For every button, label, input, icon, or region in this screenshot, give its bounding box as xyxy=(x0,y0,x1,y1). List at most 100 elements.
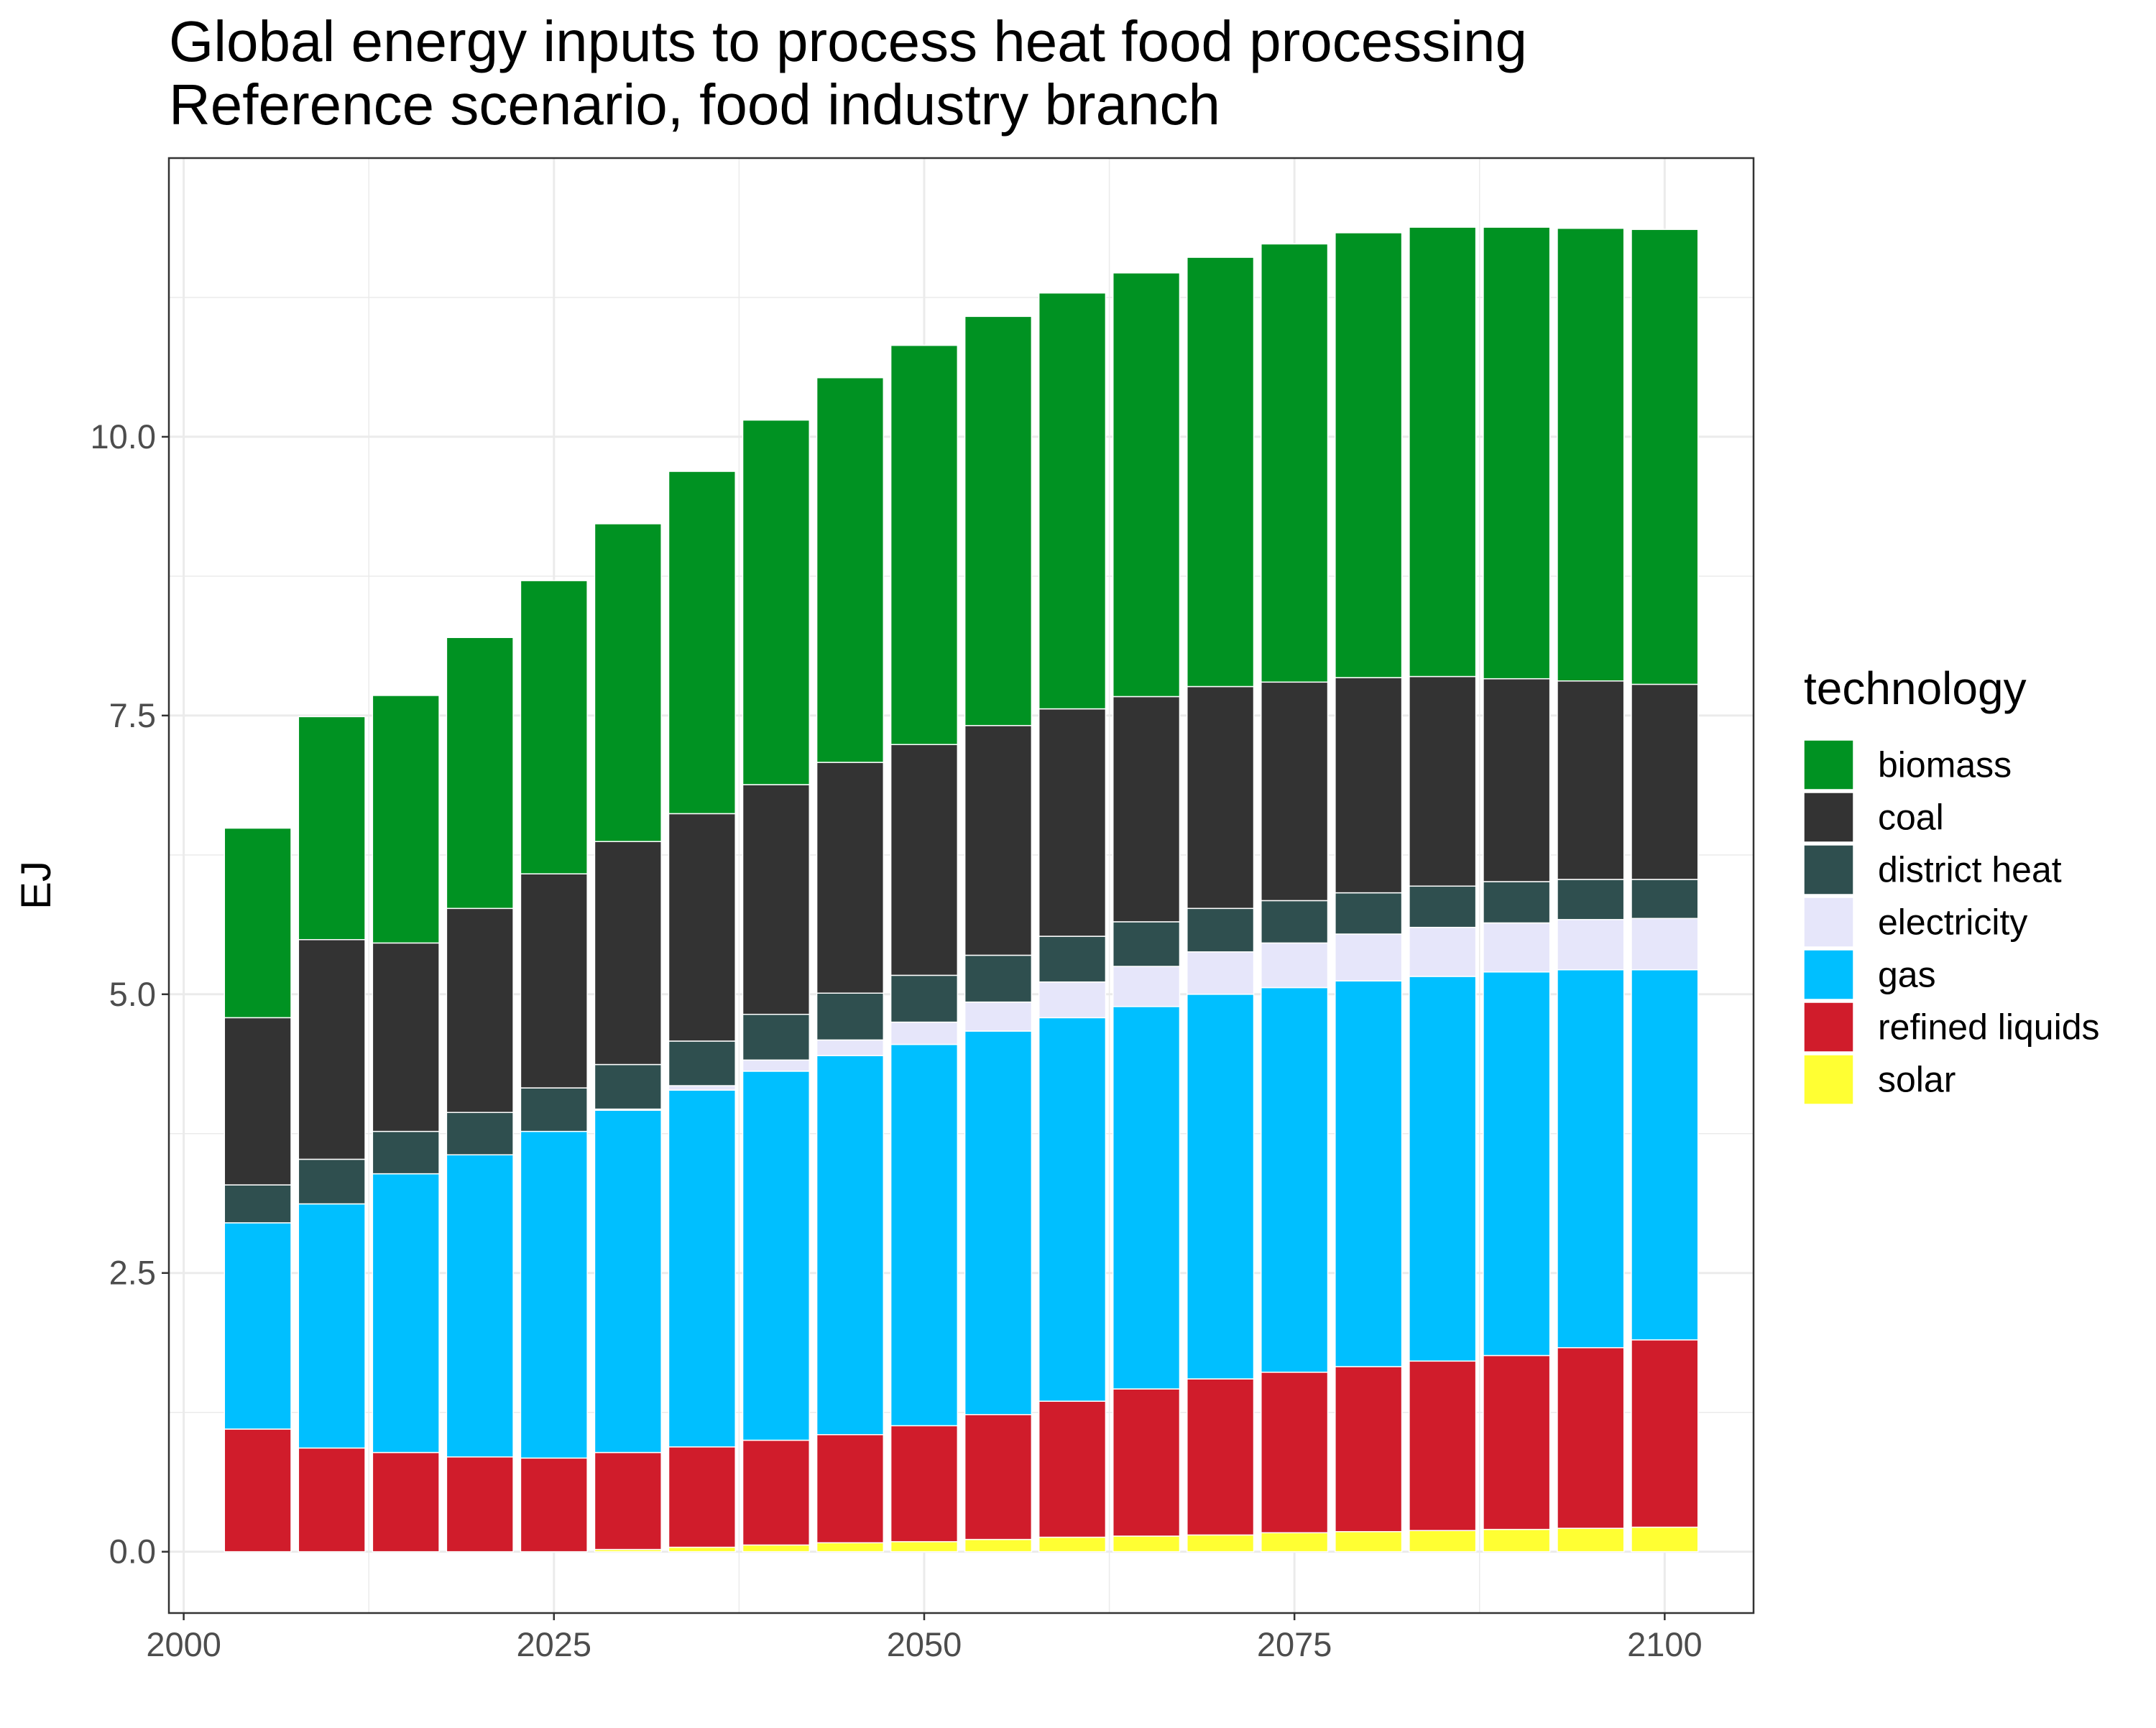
bar-segment-biomass xyxy=(742,419,811,785)
bar-segment-district-heat xyxy=(890,974,959,1023)
y-tick-label: 0.0 xyxy=(109,1533,156,1571)
bar-segment-gas xyxy=(446,1154,514,1458)
bar-stack xyxy=(298,716,366,1553)
bar-stack xyxy=(1631,228,1699,1553)
bar-segment-biomass xyxy=(1409,226,1477,678)
bar-segment-gas xyxy=(890,1043,959,1427)
bar-stack-layer xyxy=(224,226,1699,1553)
bar-segment-gas xyxy=(1112,1006,1181,1390)
bar-segment-district-heat xyxy=(298,1158,366,1205)
bar-segment-solar xyxy=(1335,1530,1403,1553)
bar-segment-solar xyxy=(890,1540,959,1553)
legend-label-gas: gas xyxy=(1878,955,1936,995)
bar-segment-solar xyxy=(1112,1535,1181,1553)
bar-segment-district-heat xyxy=(964,954,1033,1003)
bar-segment-biomass xyxy=(816,376,885,763)
bar-segment-solar xyxy=(816,1542,885,1553)
legend-key-refined-liquids xyxy=(1803,1002,1854,1053)
bar-segment-gas xyxy=(1187,994,1255,1380)
bar-segment-coal xyxy=(816,762,885,994)
x-tick-label: 2100 xyxy=(1627,1625,1703,1663)
bar-stack xyxy=(224,827,292,1553)
bar-segment-district-heat xyxy=(668,1040,736,1086)
chart-subtitle: Reference scenario, food industry branch xyxy=(169,73,1220,137)
bar-segment-coal xyxy=(520,873,588,1089)
bar-segment-district-heat xyxy=(372,1130,440,1175)
bar-segment-gas xyxy=(964,1030,1033,1415)
bar-stack xyxy=(446,637,514,1553)
bar-segment-district-heat xyxy=(1187,907,1255,953)
bar-stack xyxy=(1335,232,1403,1553)
legend-key-district-heat xyxy=(1803,844,1854,895)
legend-key-biomass xyxy=(1803,739,1854,790)
bar-segment-solar xyxy=(668,1546,736,1553)
bar-segment-refined-liquids xyxy=(1038,1400,1107,1538)
bar-segment-solar xyxy=(1187,1534,1255,1553)
legend: technology biomass coal district heat elect… xyxy=(1803,662,2100,1105)
legend-title: technology xyxy=(1804,662,2027,714)
bar-stack xyxy=(1112,272,1181,1553)
bar-segment-district-heat xyxy=(1261,900,1329,944)
bar-segment-coal xyxy=(668,813,736,1042)
bar-segment-solar xyxy=(1557,1528,1625,1553)
bar-stack xyxy=(594,523,662,1553)
bar-segment-electricity xyxy=(1335,933,1403,981)
bar-segment-refined-liquids xyxy=(1187,1378,1255,1536)
legend-label-solar: solar xyxy=(1878,1060,1955,1100)
bar-segment-electricity xyxy=(816,1039,885,1056)
bar-segment-refined-liquids xyxy=(224,1428,292,1553)
legend-key-coal xyxy=(1803,792,1854,843)
bar-segment-electricity xyxy=(890,1021,959,1045)
bar-segment-refined-liquids xyxy=(372,1451,440,1553)
bar-segment-refined-liquids xyxy=(1631,1339,1699,1528)
bar-segment-solar xyxy=(1261,1532,1329,1553)
legend-items: biomass coal district heat electricity gas re… xyxy=(1803,739,2100,1105)
bar-segment-district-heat xyxy=(1335,892,1403,935)
bar-stack xyxy=(1483,226,1551,1553)
bar-segment-refined-liquids xyxy=(446,1456,514,1553)
bar-segment-refined-liquids xyxy=(1409,1360,1477,1531)
bar-segment-solar xyxy=(1631,1526,1699,1553)
bar-segment-biomass xyxy=(372,695,440,944)
bar-stack xyxy=(964,315,1033,1553)
bar-segment-biomass xyxy=(1112,272,1181,698)
bar-segment-refined-liquids xyxy=(890,1425,959,1543)
bar-stack xyxy=(1409,226,1477,1553)
bar-segment-gas xyxy=(224,1222,292,1430)
x-tick-label: 2000 xyxy=(146,1625,221,1663)
bar-stack xyxy=(520,580,588,1553)
bar-stack xyxy=(890,344,959,1553)
bar-segment-biomass xyxy=(890,344,959,745)
bar-segment-electricity xyxy=(1038,981,1107,1019)
bar-segment-solar xyxy=(964,1538,1033,1553)
bar-segment-biomass xyxy=(446,637,514,910)
legend-label-district-heat: district heat xyxy=(1878,850,2062,890)
bar-segment-coal xyxy=(372,942,440,1132)
legend-label-coal: coal xyxy=(1878,798,1944,838)
bar-segment-gas xyxy=(816,1055,885,1436)
bar-segment-refined-liquids xyxy=(594,1451,662,1551)
legend-key-gas xyxy=(1803,949,1854,1000)
bar-stack xyxy=(1187,257,1255,1553)
chart-title: Global energy inputs to process heat foo… xyxy=(169,9,1527,73)
bar-segment-district-heat xyxy=(1409,885,1477,928)
bar-stack xyxy=(1261,243,1329,1553)
bar-segment-gas xyxy=(594,1109,662,1454)
bar-stack xyxy=(1557,228,1625,1553)
bar-segment-biomass xyxy=(224,827,292,1019)
bar-segment-biomass xyxy=(1335,232,1403,678)
bar-segment-coal xyxy=(1261,681,1329,902)
bar-segment-electricity xyxy=(742,1059,811,1072)
bar-segment-coal xyxy=(224,1017,292,1186)
bar-segment-coal xyxy=(1112,696,1181,923)
y-tick-label: 7.5 xyxy=(109,696,156,734)
bar-segment-solar xyxy=(742,1544,811,1553)
bar-segment-biomass xyxy=(1187,257,1255,688)
bar-segment-refined-liquids xyxy=(1557,1346,1625,1529)
bar-segment-electricity xyxy=(1631,918,1699,971)
legend-key-electricity xyxy=(1803,897,1854,948)
bar-segment-coal xyxy=(1409,675,1477,887)
bar-segment-coal xyxy=(1187,685,1255,910)
bar-segment-district-heat xyxy=(446,1112,514,1155)
